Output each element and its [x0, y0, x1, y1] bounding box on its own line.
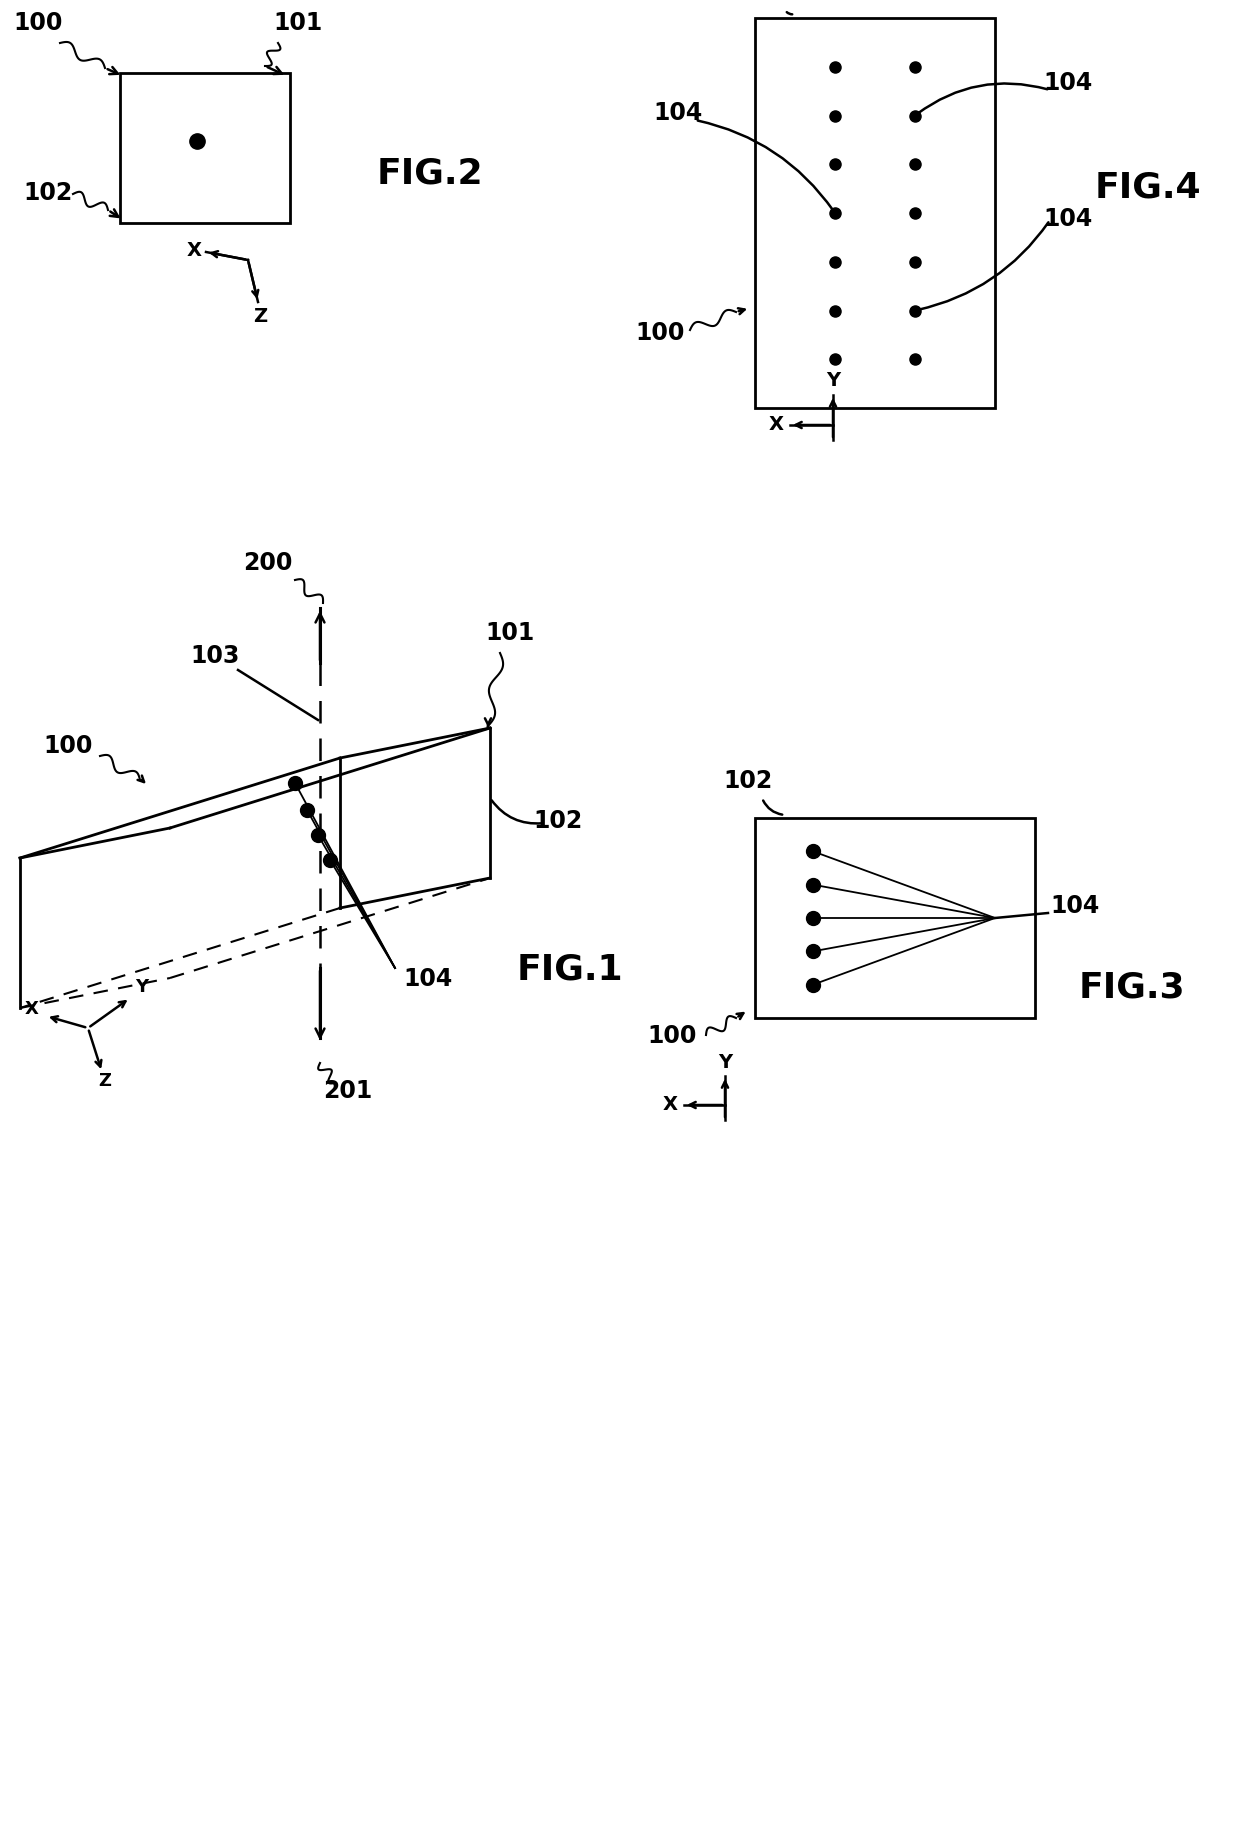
- Text: 101: 101: [485, 621, 534, 645]
- Text: 200: 200: [243, 551, 293, 575]
- Text: FIG.2: FIG.2: [377, 156, 484, 189]
- Text: 102: 102: [738, 0, 787, 4]
- Text: 104: 104: [653, 101, 703, 125]
- Text: FIG.3: FIG.3: [1079, 970, 1185, 1005]
- Text: 104: 104: [403, 967, 453, 991]
- Text: Y: Y: [826, 371, 839, 390]
- Text: 100: 100: [635, 322, 684, 346]
- Text: X: X: [25, 1000, 38, 1018]
- Bar: [755, 18, 994, 408]
- Text: 100: 100: [14, 11, 63, 35]
- Text: X: X: [769, 415, 784, 434]
- Text: 104: 104: [1050, 893, 1100, 917]
- Text: Y: Y: [135, 978, 149, 996]
- Text: Y: Y: [718, 1053, 732, 1072]
- Bar: [120, 74, 290, 222]
- Text: 100: 100: [43, 733, 93, 757]
- Text: FIG.4: FIG.4: [1095, 171, 1202, 206]
- Bar: [755, 818, 1035, 1018]
- Text: Z: Z: [98, 1072, 112, 1090]
- Text: 104: 104: [1043, 208, 1092, 232]
- Text: 102: 102: [24, 180, 73, 206]
- Text: Z: Z: [253, 307, 267, 325]
- Text: X: X: [662, 1095, 677, 1114]
- Text: 102: 102: [723, 768, 773, 792]
- Text: 101: 101: [273, 11, 322, 35]
- Text: FIG.1: FIG.1: [517, 952, 624, 987]
- Text: X: X: [186, 241, 201, 259]
- Text: 102: 102: [533, 809, 583, 833]
- Text: 100: 100: [647, 1024, 697, 1048]
- Text: 103: 103: [190, 643, 239, 667]
- Text: 104: 104: [1043, 72, 1092, 96]
- Text: 201: 201: [324, 1079, 373, 1103]
